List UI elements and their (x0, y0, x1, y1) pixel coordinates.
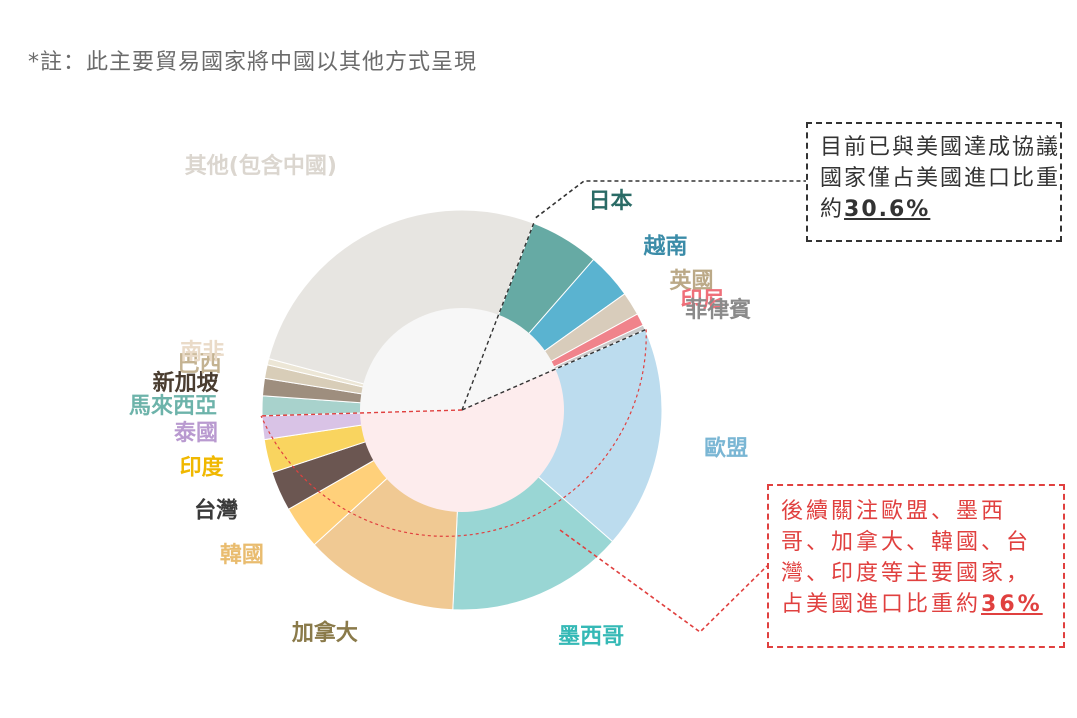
signed-callout-value: 30.6% (844, 197, 931, 222)
slice-label-13: 新加坡 (153, 370, 219, 396)
slice-label-1: 越南 (643, 234, 688, 259)
slice-5 (461, 329, 663, 543)
inner-group-0 (462, 314, 556, 410)
signed-callout-text: 目前已與美國達成協議國家僅占美國進口比重約 (820, 135, 1061, 222)
inner-group-1 (360, 369, 564, 512)
slice-label-11: 泰國 (173, 421, 218, 446)
watch-rim-outline (260, 329, 647, 537)
slice-label-2: 英國 (670, 269, 714, 294)
watch-callout-value: 36% (981, 592, 1043, 617)
slice-label-8: 韓國 (220, 542, 264, 568)
slice-label-3: 印尼 (681, 288, 725, 313)
slice-label-16: 其他(包含中國) (185, 153, 337, 179)
footnote: *註：此主要貿易國家將中國以其他方式呈現 (28, 50, 478, 75)
callout-leaders (260, 180, 806, 634)
slice-label-7: 加拿大 (291, 620, 358, 646)
slice-label-15: 南非 (180, 340, 224, 365)
slice-label-6: 墨西哥 (558, 624, 624, 649)
signed-boundary-1 (461, 329, 646, 411)
slice-label-0: 日本 (588, 189, 632, 214)
slice-label-9: 台灣 (194, 498, 238, 524)
inner-group-2 (360, 308, 499, 413)
watch-list-callout: 後續關注歐盟、墨西哥、加拿大、韓國、台灣、印度等主要國家，占美國進口比重約36% (767, 484, 1065, 648)
signed-boundary-0 (461, 223, 535, 411)
inner-disc (360, 308, 564, 512)
watch-leader (559, 529, 768, 634)
signed-leader (535, 180, 806, 219)
watch-callout-text: 後續關注歐盟、墨西哥、加拿大、韓國、台灣、印度等主要國家，占美國進口比重約 (781, 499, 1032, 617)
watch-boundary (262, 409, 463, 417)
signed-agreement-callout: 目前已與美國達成協議國家僅占美國進口比重約30.6% (806, 122, 1062, 242)
slice-label-12: 馬來西亞 (129, 393, 217, 419)
slice-label-10: 印度 (180, 455, 225, 481)
slice-label-4: 菲律賓 (685, 297, 751, 323)
slice-label-14: 巴西 (178, 352, 222, 377)
slice-label-5: 歐盟 (704, 435, 748, 461)
